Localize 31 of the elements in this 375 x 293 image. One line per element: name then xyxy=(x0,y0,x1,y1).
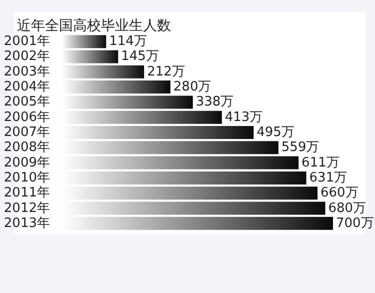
data-label: 145万 xyxy=(121,49,159,64)
y-tick-label: 2007年 xyxy=(4,125,50,140)
y-tick-label: 2008年 xyxy=(4,140,50,156)
chart-title: 近年全国高校毕业生人数 xyxy=(17,18,171,34)
data-label: 559万 xyxy=(281,140,320,156)
data-label: 212万 xyxy=(147,64,185,80)
y-tick-label: 2012年 xyxy=(4,200,50,216)
data-label: 280万 xyxy=(173,80,212,95)
bar xyxy=(62,80,170,94)
data-label: 413万 xyxy=(224,110,263,125)
data-label: 700万 xyxy=(336,216,374,231)
data-label: 631万 xyxy=(309,170,348,186)
y-tick-label: 2004年 xyxy=(4,80,50,95)
data-label: 680万 xyxy=(328,200,366,216)
data-label: 611万 xyxy=(302,155,340,170)
data-label: 114万 xyxy=(109,34,147,50)
data-label: 495万 xyxy=(256,125,294,140)
y-tick-label: 2013年 xyxy=(4,216,50,231)
bar xyxy=(62,50,118,64)
y-tick-label: 2002年 xyxy=(4,49,50,64)
y-tick-label: 2011年 xyxy=(4,186,50,201)
y-tick-label: 2009年 xyxy=(4,155,50,170)
y-tick-label: 2003年 xyxy=(4,64,50,80)
data-label: 660万 xyxy=(320,186,358,201)
y-tick-label: 2001年 xyxy=(4,34,50,50)
bar xyxy=(62,65,144,78)
y-tick-label: 2006年 xyxy=(4,110,50,125)
bar xyxy=(62,35,106,48)
data-label: 338万 xyxy=(196,94,234,110)
y-tick-label: 2005年 xyxy=(4,94,50,110)
y-tick-label: 2010年 xyxy=(4,170,50,186)
